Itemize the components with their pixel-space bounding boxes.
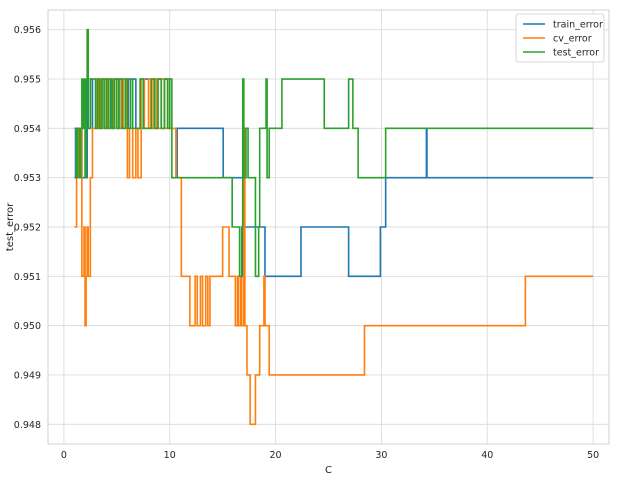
y-axis-label: test_error bbox=[5, 202, 16, 251]
y-tick-label: 0.950 bbox=[14, 321, 41, 332]
y-tick-label: 0.955 bbox=[14, 75, 41, 86]
y-tick-label: 0.951 bbox=[14, 272, 41, 283]
series-lines bbox=[74, 28, 594, 426]
x-tick-label: 0 bbox=[61, 450, 67, 461]
y-tick-label: 0.956 bbox=[14, 25, 41, 36]
x-tick-label: 50 bbox=[587, 450, 599, 461]
y-tick-label: 0.952 bbox=[14, 223, 41, 234]
y-tick-label: 0.953 bbox=[14, 173, 41, 184]
legend: train_error cv_error test_error bbox=[515, 13, 605, 63]
legend-label-cv-error: cv_error bbox=[553, 34, 592, 45]
legend-label-train-error: train_error bbox=[553, 20, 603, 31]
x-tick-labels: 0 10 20 30 40 50 bbox=[61, 450, 599, 461]
x-tick-label: 30 bbox=[375, 450, 387, 461]
y-tick-labels: 0.948 0.949 0.950 0.951 0.952 0.953 0.954 0.955… bbox=[14, 25, 41, 431]
y-tick-label: 0.954 bbox=[14, 124, 41, 135]
y-tick-label: 0.948 bbox=[14, 420, 41, 431]
x-tick-label: 40 bbox=[481, 450, 493, 461]
x-tick-label: 20 bbox=[270, 450, 282, 461]
plot-frame bbox=[47, 9, 610, 445]
legend-box bbox=[515, 13, 605, 63]
x-axis-label: C bbox=[325, 465, 332, 476]
x-tick-label: 10 bbox=[164, 450, 176, 461]
legend-label-test-error: test_error bbox=[553, 48, 599, 59]
series-line-test-error bbox=[74, 28, 594, 278]
y-tick-label: 0.949 bbox=[14, 370, 41, 381]
